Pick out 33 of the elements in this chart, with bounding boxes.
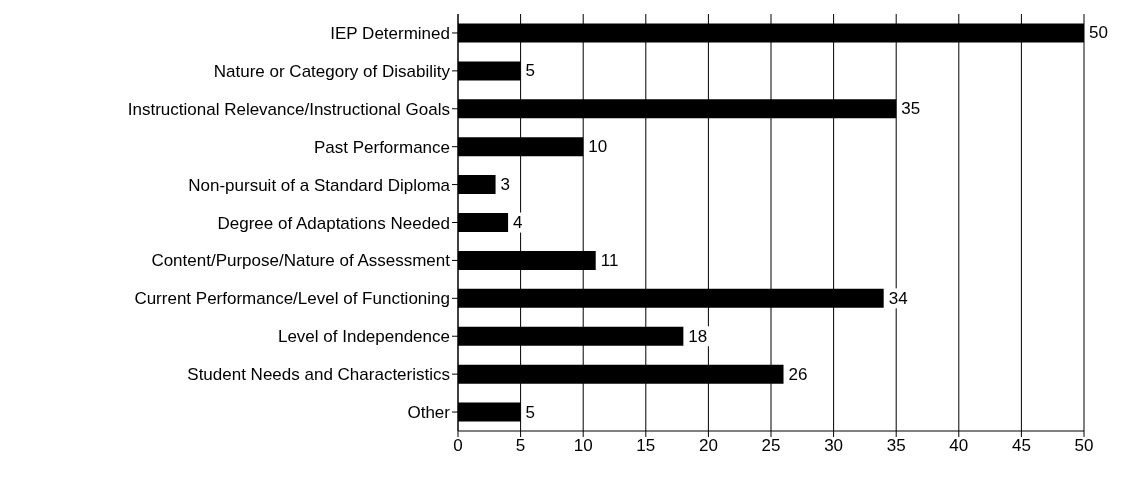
y-tick-label: Degree of Adaptations Needed <box>217 213 450 233</box>
data-label: 3 <box>500 175 511 195</box>
x-tick-label: 25 <box>761 436 781 456</box>
x-tick-label: 50 <box>1074 436 1094 456</box>
y-tick-label: Non-pursuit of a Standard Diploma <box>188 175 451 195</box>
data-label: 5 <box>525 402 536 422</box>
y-tick-label: Current Performance/Level of Functioning <box>134 289 450 309</box>
data-label: 26 <box>788 364 808 384</box>
y-tick-label: IEP Determined <box>330 23 450 43</box>
data-label: 11 <box>600 250 619 270</box>
data-label: 10 <box>588 137 608 157</box>
x-tick-label: 35 <box>886 436 906 456</box>
x-tick-label: 45 <box>1011 436 1031 456</box>
y-tick-label: Content/Purpose/Nature of Assessment <box>151 251 451 271</box>
x-tick-label: 30 <box>824 436 844 456</box>
y-tick-label: Nature or Category of Disability <box>213 61 451 81</box>
x-tick-label: 15 <box>636 436 656 456</box>
data-label: 35 <box>901 99 921 119</box>
data-label: 4 <box>513 213 523 233</box>
x-tick-label: 5 <box>515 436 526 456</box>
y-tick-label: Past Performance <box>313 137 450 157</box>
y-tick-label: Level of Independence <box>277 327 450 347</box>
data-label: 5 <box>525 61 536 81</box>
data-label: 50 <box>1089 23 1108 43</box>
y-tick-label: Student Needs and Characteristics <box>187 365 450 385</box>
x-tick-label: 20 <box>698 436 718 456</box>
x-tick-label: 0 <box>453 436 463 456</box>
x-tick-label: 40 <box>949 436 969 456</box>
data-label: 34 <box>888 288 908 308</box>
data-label: 18 <box>688 326 708 346</box>
y-tick-label: Other <box>407 403 451 423</box>
x-tick-label: 10 <box>573 436 593 456</box>
y-tick-label: Instructional Relevance/Instructional Goals <box>127 99 450 119</box>
